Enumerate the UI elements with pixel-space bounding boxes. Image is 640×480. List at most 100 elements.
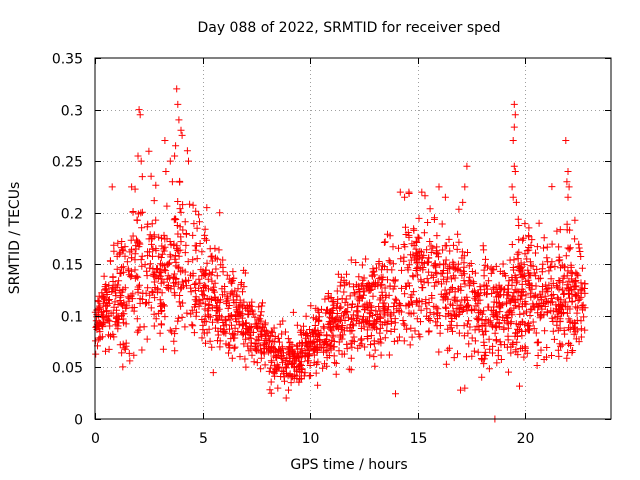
data-point bbox=[123, 258, 131, 266]
data-point bbox=[504, 324, 512, 332]
data-point bbox=[146, 231, 154, 239]
data-point bbox=[170, 337, 178, 345]
data-point bbox=[267, 378, 275, 386]
data-point bbox=[211, 294, 219, 302]
data-point bbox=[174, 317, 182, 325]
data-point bbox=[247, 339, 255, 347]
data-point bbox=[515, 236, 523, 244]
data-point bbox=[95, 298, 103, 306]
data-point bbox=[328, 327, 336, 335]
data-point bbox=[368, 324, 376, 332]
data-point bbox=[447, 312, 455, 320]
data-point bbox=[295, 353, 302, 361]
data-point bbox=[507, 318, 515, 326]
data-point bbox=[357, 336, 365, 344]
data-point bbox=[483, 285, 491, 293]
data-point bbox=[176, 223, 184, 231]
data-point bbox=[509, 341, 517, 348]
data-point bbox=[311, 343, 319, 351]
data-point bbox=[286, 357, 294, 365]
data-point bbox=[211, 288, 218, 296]
data-point bbox=[376, 296, 384, 304]
data-point bbox=[414, 233, 422, 241]
data-point bbox=[464, 320, 471, 328]
grid bbox=[95, 58, 611, 419]
data-point bbox=[566, 305, 574, 313]
data-point bbox=[129, 208, 137, 215]
data-point bbox=[581, 326, 589, 334]
data-point bbox=[262, 335, 270, 343]
data-point bbox=[151, 294, 159, 302]
data-point bbox=[394, 337, 402, 345]
data-point bbox=[581, 285, 588, 292]
data-point bbox=[118, 238, 126, 245]
data-point bbox=[126, 248, 134, 256]
data-point bbox=[138, 208, 146, 216]
data-point bbox=[216, 337, 224, 345]
data-point bbox=[410, 254, 418, 262]
data-point bbox=[137, 256, 145, 264]
data-point bbox=[239, 288, 246, 296]
data-point bbox=[478, 310, 486, 318]
data-point bbox=[466, 273, 474, 281]
data-point bbox=[507, 319, 515, 327]
data-point bbox=[146, 291, 154, 299]
data-point bbox=[120, 344, 128, 352]
data-point bbox=[576, 295, 584, 303]
data-point bbox=[222, 321, 230, 329]
data-point bbox=[417, 318, 424, 326]
data-point bbox=[130, 307, 138, 315]
data-point bbox=[510, 100, 518, 108]
data-point bbox=[157, 307, 165, 315]
data-point bbox=[465, 340, 473, 348]
data-point bbox=[158, 302, 166, 310]
data-point bbox=[468, 352, 476, 360]
data-point bbox=[474, 296, 482, 304]
data-point bbox=[392, 390, 399, 398]
data-point bbox=[423, 275, 431, 283]
data-point bbox=[336, 304, 344, 312]
data-point bbox=[463, 296, 471, 304]
data-point bbox=[339, 331, 347, 339]
data-point bbox=[526, 258, 534, 266]
data-point bbox=[364, 335, 372, 343]
data-point bbox=[356, 342, 364, 350]
data-point bbox=[268, 358, 276, 366]
data-point bbox=[370, 353, 378, 361]
data-point bbox=[571, 235, 579, 243]
data-point bbox=[444, 346, 452, 354]
data-point bbox=[198, 272, 206, 280]
data-point bbox=[505, 368, 512, 376]
data-point bbox=[568, 348, 576, 356]
data-point bbox=[190, 303, 198, 311]
data-point bbox=[121, 345, 129, 353]
data-point bbox=[148, 235, 156, 242]
data-point bbox=[543, 353, 550, 361]
data-point bbox=[401, 321, 409, 329]
data-point bbox=[224, 304, 232, 312]
data-point bbox=[367, 341, 374, 349]
data-point bbox=[563, 178, 571, 186]
data-point bbox=[244, 342, 252, 350]
data-point bbox=[562, 298, 570, 306]
data-point bbox=[378, 291, 386, 299]
data-point bbox=[102, 347, 109, 355]
data-point bbox=[223, 271, 231, 279]
data-point bbox=[234, 303, 242, 311]
data-point bbox=[434, 278, 442, 286]
data-point bbox=[458, 308, 466, 315]
data-point bbox=[424, 219, 432, 226]
data-point bbox=[525, 280, 533, 288]
data-point bbox=[193, 255, 201, 263]
data-point bbox=[405, 188, 413, 196]
data-point bbox=[463, 303, 470, 310]
data-point bbox=[105, 345, 113, 353]
data-point bbox=[133, 328, 141, 336]
data-point bbox=[154, 275, 162, 282]
data-point bbox=[173, 242, 181, 250]
data-point bbox=[396, 333, 403, 341]
data-point bbox=[189, 201, 197, 209]
data-point bbox=[503, 300, 510, 308]
data-point bbox=[185, 157, 192, 165]
data-point bbox=[171, 255, 179, 263]
